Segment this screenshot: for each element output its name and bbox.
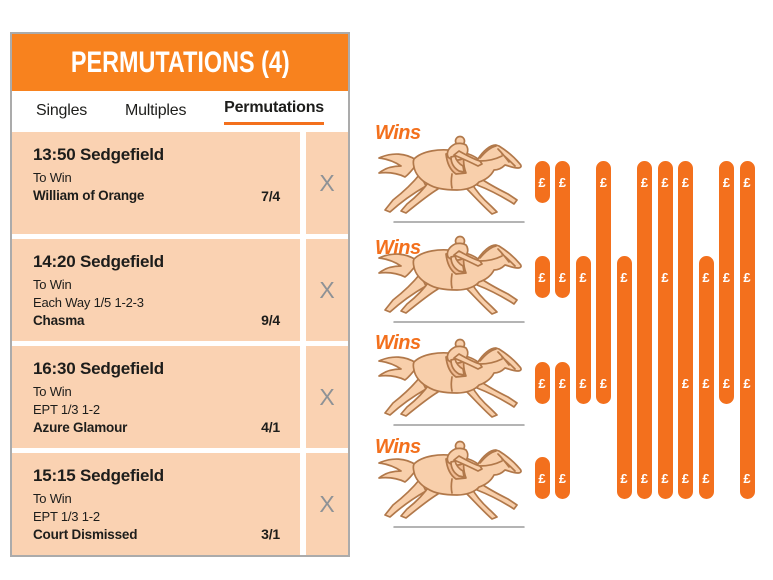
terms-label: EPT 1/3 1-2 [33, 508, 100, 524]
selection-bottom-line: Court Dismissed 3/1 [33, 525, 288, 544]
betslip-tabbar: Singles Multiples Permutations [12, 91, 348, 132]
bet-pill [698, 256, 714, 499]
racehorse-jockey-illustration [374, 437, 526, 529]
bet-pill [555, 362, 570, 499]
race-time-venue: 15:15 Sedgefield [33, 466, 164, 485]
bet-pill [657, 161, 673, 499]
stake-pound-icon: £ [743, 174, 751, 190]
racehorse-jockey-illustration [374, 132, 526, 224]
remove-selection-button[interactable]: X [306, 346, 348, 448]
stake-pound-icon: £ [661, 269, 669, 285]
betslip-panel: PERMUTATIONS (4) Singles Multiples Permu… [10, 32, 350, 557]
race-time-venue: 14:20 Sedgefield [33, 252, 164, 271]
racehorse-jockey-illustration [374, 232, 526, 324]
horse-name: William of Orange [33, 188, 145, 204]
market-label: To Win [33, 384, 72, 399]
bet-selection: 15:15 Sedgefield To Win EPT 1/3 1-2 Court D… [12, 453, 300, 555]
bet-pill [596, 161, 611, 404]
wins-label: Wins [375, 122, 421, 144]
remove-selection-button[interactable]: X [306, 453, 348, 555]
stake-pound-icon: £ [681, 375, 690, 391]
odds-value: 7/4 [261, 187, 280, 204]
tab-multiples[interactable]: Multiples [124, 101, 187, 119]
selection-bottom-line: Azure Glamour 4/1 [33, 418, 288, 437]
bet-pill [739, 161, 755, 499]
bet-pill [616, 256, 632, 499]
bet-row: 15:15 Sedgefield To Win EPT 1/3 1-2 Court D… [12, 453, 348, 555]
stake-pound-icon: £ [558, 470, 567, 486]
stake-pound-icon: £ [702, 470, 710, 486]
market-label: To Win [33, 170, 72, 185]
bet-selection: 14:20 Sedgefield To Win Each Way 1/5 1-2-3… [12, 239, 300, 341]
stake-pound-icon: £ [599, 375, 608, 391]
racehorse-jockey-illustration [374, 335, 526, 427]
bet-pill [719, 161, 734, 404]
stake-pound-icon: £ [558, 174, 567, 190]
wins-label: Wins [375, 332, 421, 354]
terms-label: EPT 1/3 1-2 [33, 401, 100, 417]
stake-pound-icon: £ [538, 375, 546, 391]
horse-name: Court Dismissed [33, 526, 138, 542]
bet-row: 16:30 Sedgefield To Win EPT 1/3 1-2 Azure G… [12, 346, 348, 448]
race-time-venue: 16:30 Sedgefield [33, 359, 164, 378]
stake-pound-icon: £ [620, 470, 628, 486]
stake-pound-icon: £ [599, 174, 608, 190]
bet-selection: 16:30 Sedgefield To Win EPT 1/3 1-2 Azure G… [12, 346, 300, 448]
race-time-venue: 13:50 Sedgefield [33, 145, 164, 164]
stake-pound-icon: £ [538, 174, 546, 190]
stake-pound-icon: £ [743, 375, 751, 391]
odds-value: 3/1 [261, 526, 280, 543]
bet-selection: 13:50 Sedgefield To Win William of Orange 7… [12, 132, 300, 234]
stake-pound-icon: £ [722, 269, 731, 285]
selection-bottom-line: William of Orange 7/4 [33, 187, 288, 206]
bet-pill [678, 161, 693, 499]
stake-pound-icon: £ [722, 174, 731, 190]
bet-row: 14:20 Sedgefield To Win Each Way 1/5 1-2-3… [12, 239, 348, 341]
stake-pound-icon: £ [681, 174, 690, 190]
stake-pound-icon: £ [579, 269, 587, 285]
selections-list: 13:50 Sedgefield To Win William of Orange 7… [12, 132, 348, 555]
remove-selection-button[interactable]: X [306, 132, 348, 234]
betslip-title: PERMUTATIONS (4) [70, 45, 290, 79]
bet-pill [555, 161, 570, 298]
bet-pill [637, 161, 652, 499]
horse-name: Azure Glamour [33, 419, 128, 435]
stake-pound-icon: £ [538, 269, 546, 285]
odds-value: 9/4 [261, 312, 280, 329]
wins-label: Wins [375, 237, 421, 259]
stake-pound-icon: £ [620, 269, 628, 285]
stake-pound-icon: £ [743, 470, 751, 486]
stake-pound-icon: £ [558, 375, 567, 391]
stake-pound-icon: £ [702, 269, 710, 285]
stake-pound-icon: £ [640, 470, 649, 486]
remove-selection-button[interactable]: X [306, 239, 348, 341]
bet-pill [534, 256, 550, 298]
stake-pound-icon: £ [661, 470, 669, 486]
selection-bottom-line: Chasma 9/4 [33, 311, 288, 330]
stake-pound-icon: £ [538, 470, 546, 486]
wins-label: Wins [375, 436, 421, 458]
terms-label: Each Way 1/5 1-2-3 [33, 294, 144, 310]
market-label: To Win [33, 491, 72, 506]
bet-pill [534, 161, 550, 203]
stake-pound-icon: £ [579, 375, 587, 391]
stake-pound-icon: £ [702, 375, 710, 391]
bet-row: 13:50 Sedgefield To Win William of Orange 7… [12, 132, 348, 234]
betslip-header: PERMUTATIONS (4) [12, 34, 348, 91]
horse-name: Chasma [33, 312, 85, 328]
stake-pound-icon: £ [640, 174, 649, 190]
bet-pill [534, 457, 550, 499]
stake-pound-icon: £ [661, 174, 669, 190]
bet-pill [575, 256, 591, 404]
odds-value: 4/1 [261, 419, 280, 436]
stake-pound-icon: £ [743, 269, 751, 285]
tab-singles[interactable]: Singles [36, 101, 88, 119]
market-label: To Win [33, 277, 72, 292]
bet-pill [534, 362, 550, 404]
stake-pound-icon: £ [558, 269, 567, 285]
tab-permutations[interactable]: Permutations [224, 99, 324, 125]
stake-pound-icon: £ [722, 375, 731, 391]
stake-pound-icon: £ [681, 470, 690, 486]
